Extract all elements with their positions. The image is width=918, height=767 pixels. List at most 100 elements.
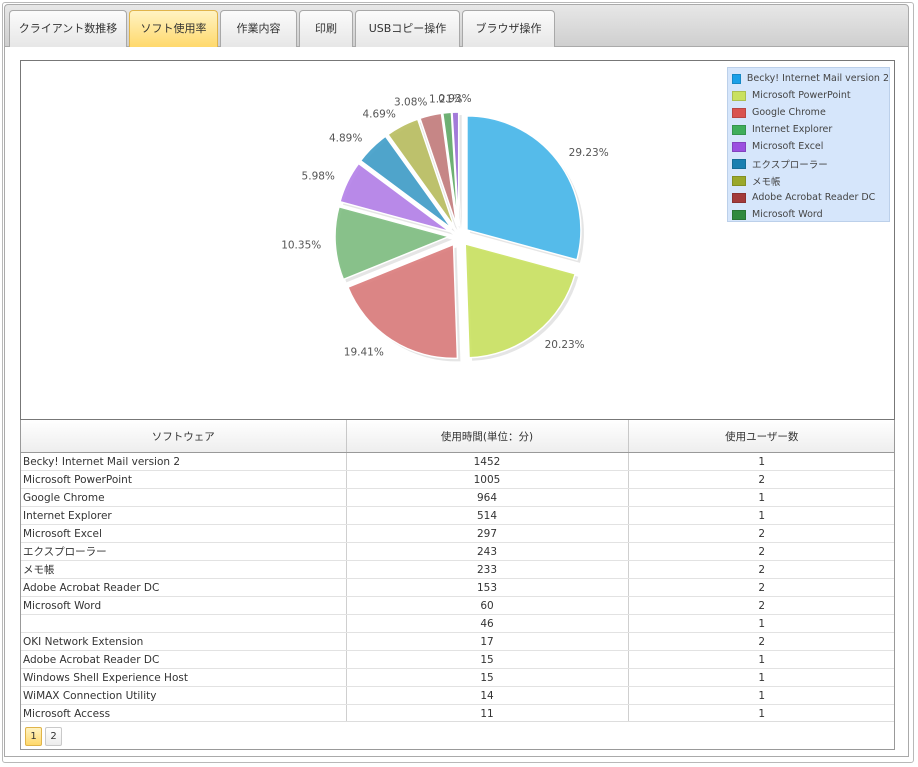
pie-slice-label: 19.41% xyxy=(344,347,384,359)
legend-swatch xyxy=(732,209,746,220)
legend-swatch xyxy=(732,90,746,101)
legend-item: メモ帳 xyxy=(732,172,889,189)
legend-item: Becky! Internet Mail version 2 xyxy=(732,70,889,87)
table-row[interactable]: Becky! Internet Mail version 2 1452 1 xyxy=(21,452,894,471)
legend-swatch xyxy=(732,124,746,135)
column-header-software[interactable]: ソフトウェア xyxy=(21,420,347,453)
table-row[interactable]: Adobe Acrobat Reader DC 15 1 xyxy=(21,650,894,669)
table-row[interactable]: メモ帳 233 2 xyxy=(21,560,894,579)
cell-usage-time: 15 xyxy=(346,650,629,669)
legend-item: Microsoft PowerPoint xyxy=(732,87,889,104)
tab-software-usage[interactable]: ソフト使用率 xyxy=(129,10,218,48)
table-row[interactable]: Windows Shell Experience Host 15 1 xyxy=(21,668,894,687)
legend-swatch xyxy=(732,107,746,118)
legend-swatch xyxy=(732,73,741,84)
cell-usage-time: 17 xyxy=(346,632,629,651)
tab-print[interactable]: 印刷 xyxy=(299,10,353,48)
pie-slice-label: 20.23% xyxy=(545,339,585,351)
cell-software: Microsoft Word xyxy=(21,596,347,615)
usage-table-container: ソフトウェア 使用時間(単位：分) 使用ユーザー数 Becky! Interne… xyxy=(20,420,895,750)
pie-slice-label: 4.89% xyxy=(329,133,362,145)
legend-item: Microsoft Excel xyxy=(732,138,889,155)
pie-slice[interactable] xyxy=(464,242,577,359)
pie-slice[interactable] xyxy=(466,115,582,261)
cell-software xyxy=(21,614,347,633)
tab-work-content[interactable]: 作業内容 xyxy=(220,10,297,48)
table-row[interactable]: OKI Network Extension 17 2 xyxy=(21,632,894,651)
cell-software: Microsoft PowerPoint xyxy=(21,470,347,489)
cell-usage-time: 233 xyxy=(346,560,629,579)
pie-slice-label: 3.08% xyxy=(394,97,427,109)
page-1-button[interactable]: 1 xyxy=(25,727,42,746)
cell-usage-time: 1452 xyxy=(346,452,629,471)
legend-item: エクスプローラー xyxy=(732,155,889,172)
cell-user-count: 1 xyxy=(628,686,894,705)
table-row[interactable]: 46 1 xyxy=(21,614,894,633)
column-header-user-count[interactable]: 使用ユーザー数 xyxy=(628,420,894,453)
cell-user-count: 1 xyxy=(628,614,894,633)
cell-usage-time: 11 xyxy=(346,704,629,723)
cell-user-count: 1 xyxy=(628,488,894,507)
legend-label: Google Chrome xyxy=(752,107,826,118)
cell-user-count: 1 xyxy=(628,506,894,525)
legend-swatch xyxy=(732,158,746,169)
pagination: 1 2 xyxy=(21,721,894,749)
legend-item: Adobe Acrobat Reader DC xyxy=(732,189,889,206)
cell-usage-time: 964 xyxy=(346,488,629,507)
tab-bar: クライアント数推移 ソフト使用率 作業内容 印刷 USBコピー操作 ブラウザ操作 xyxy=(4,4,909,48)
cell-software: Internet Explorer xyxy=(21,506,347,525)
table-row[interactable]: Microsoft Word 60 2 xyxy=(21,596,894,615)
cell-usage-time: 14 xyxy=(346,686,629,705)
table-row[interactable]: WiMAX Connection Utility 14 1 xyxy=(21,686,894,705)
cell-software: Adobe Acrobat Reader DC xyxy=(21,650,347,669)
table-row[interactable]: Microsoft Excel 297 2 xyxy=(21,524,894,543)
cell-software: Windows Shell Experience Host xyxy=(21,668,347,687)
table-row[interactable]: Adobe Acrobat Reader DC 153 2 xyxy=(21,578,894,597)
legend-label: メモ帳 xyxy=(752,176,781,188)
chart-legend: Becky! Internet Mail version 2 Microsoft… xyxy=(727,67,890,222)
cell-usage-time: 1005 xyxy=(346,470,629,489)
page-2-button[interactable]: 2 xyxy=(45,727,62,746)
pie-chart: 29.23% 20.23% 19.41% 10.35% 5.98% 4.89% 4.69%3… xyxy=(281,93,609,362)
table-row[interactable]: エクスプローラー 243 2 xyxy=(21,542,894,561)
cell-user-count: 2 xyxy=(628,524,894,543)
tab-usb-copy[interactable]: USBコピー操作 xyxy=(355,10,460,48)
table-row[interactable]: Internet Explorer 514 1 xyxy=(21,506,894,525)
pie-slice-label: 1.21% xyxy=(429,94,462,106)
legend-swatch xyxy=(732,141,746,152)
cell-user-count: 2 xyxy=(628,596,894,615)
cell-software: WiMAX Connection Utility xyxy=(21,686,347,705)
pie-slice[interactable] xyxy=(451,111,460,227)
cell-user-count: 1 xyxy=(628,704,894,723)
table-row[interactable]: Google Chrome 964 1 xyxy=(21,488,894,507)
pie-slice-label: 29.23% xyxy=(569,147,609,159)
column-header-usage-time[interactable]: 使用時間(単位：分) xyxy=(346,420,629,453)
legend-swatch xyxy=(732,175,746,186)
pie-slice[interactable] xyxy=(386,118,456,228)
tab-browser[interactable]: ブラウザ操作 xyxy=(462,10,555,48)
tab-client-count[interactable]: クライアント数推移 xyxy=(9,10,127,48)
usage-table: ソフトウェア 使用時間(単位：分) 使用ユーザー数 Becky! Interne… xyxy=(21,420,894,723)
pie-slice[interactable] xyxy=(359,135,453,230)
cell-software: Adobe Acrobat Reader DC xyxy=(21,578,347,597)
cell-usage-time: 60 xyxy=(346,596,629,615)
cell-software: Microsoft Excel xyxy=(21,524,347,543)
pie-slice[interactable] xyxy=(346,243,459,360)
table-row[interactable]: Microsoft Access 11 1 xyxy=(21,704,894,723)
table-row[interactable]: Microsoft PowerPoint 1005 2 xyxy=(21,470,894,489)
cell-user-count: 2 xyxy=(628,542,894,561)
cell-user-count: 1 xyxy=(628,668,894,687)
legend-label: Microsoft PowerPoint xyxy=(752,90,851,101)
cell-software: Microsoft Access xyxy=(21,704,347,723)
pie-slice[interactable] xyxy=(419,112,458,227)
pie-slice[interactable] xyxy=(339,162,451,233)
cell-usage-time: 297 xyxy=(346,524,629,543)
legend-item: Google Chrome xyxy=(732,104,889,121)
legend-label: エクスプローラー xyxy=(752,159,828,171)
cell-user-count: 1 xyxy=(628,650,894,669)
cell-software: Google Chrome xyxy=(21,488,347,507)
pie-slice-label: 5.98% xyxy=(302,171,335,183)
cell-usage-time: 243 xyxy=(346,542,629,561)
pie-slice[interactable] xyxy=(334,205,452,281)
legend-label: Adobe Acrobat Reader DC xyxy=(752,192,876,203)
